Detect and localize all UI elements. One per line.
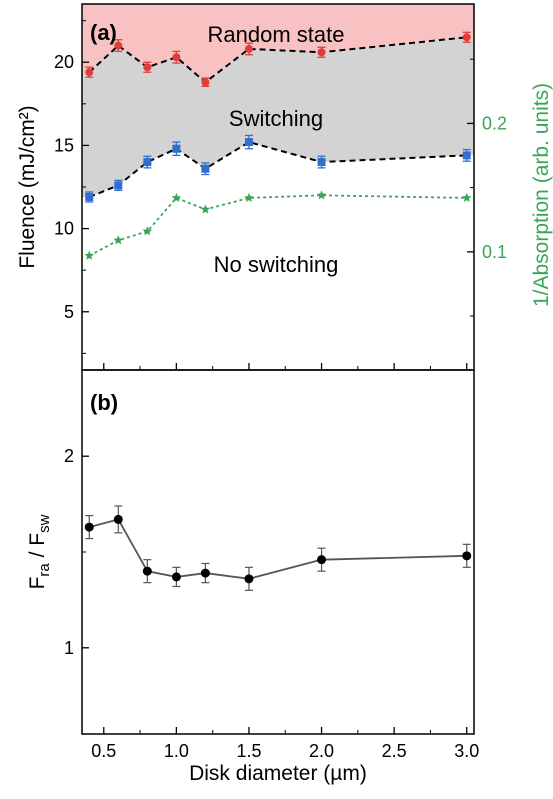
data-point-absorption — [244, 192, 254, 202]
y-axis-title-right: 1/Absorption (arb. units) — [530, 83, 553, 307]
series-line — [88, 194, 467, 257]
y-tick-label-left: 10 — [54, 219, 74, 239]
panel-a-ticks: 5 10 15 20 0.1 0.2 — [54, 20, 507, 370]
data-point-random — [143, 63, 152, 72]
switching-fill — [82, 37, 474, 197]
data-point-random — [201, 78, 210, 87]
data-point-absorption — [200, 204, 211, 214]
panel-a-series — [84, 31, 472, 260]
data-point-random — [462, 33, 471, 42]
x-tick-label: 3.0 — [454, 741, 479, 761]
data-point-switching — [85, 192, 94, 201]
panel-a: 5 10 15 20 0.1 0.2 (a) Random state Switching… — [16, 3, 553, 371]
panel-b-ticks: 1 2 0.5 1.0 1.5 2.0 2.5 3.0 — [64, 446, 479, 761]
data-point-random — [244, 44, 253, 53]
x-tick-label: 0.5 — [91, 741, 116, 761]
series-line — [88, 36, 467, 84]
panel-b-frame — [81, 369, 475, 735]
y-tick-label-right: 0.2 — [482, 113, 507, 133]
y-axis-title-ratio: Fra / Fsw — [26, 514, 53, 589]
data-point-absorption — [171, 192, 182, 202]
data-point-absorption — [461, 192, 472, 202]
data-point-switching — [172, 144, 181, 153]
panel-a-label: (a) — [90, 20, 117, 45]
data-point-ratio — [142, 566, 152, 576]
data-point-switching — [143, 158, 152, 167]
data-point-switching — [244, 138, 253, 147]
y-tick-label-ratio: 2 — [64, 446, 74, 466]
data-point-ratio — [244, 574, 254, 584]
panel-b: 1 2 0.5 1.0 1.5 2.0 2.5 3.0 (b) Fra / Fsw Disk … — [26, 369, 479, 785]
ratio-label-sub-sw: sw — [36, 514, 53, 533]
region-fills — [82, 4, 474, 197]
data-point-absorption — [316, 190, 327, 200]
data-point-random — [172, 53, 181, 62]
data-point-random — [317, 48, 326, 57]
x-tick-label: 1.0 — [164, 741, 189, 761]
data-point-random — [114, 41, 123, 50]
data-point-ratio — [200, 568, 210, 578]
data-point-switching — [114, 181, 123, 190]
data-point-ratio — [317, 555, 327, 565]
data-point-switching — [317, 158, 326, 167]
region-label-random: Random state — [208, 22, 345, 47]
ratio-label-sub-ra: ra — [36, 563, 53, 577]
ratio-label-slash-f: / F — [26, 533, 49, 563]
data-point-ratio — [113, 514, 123, 524]
x-tick-label: 2.5 — [382, 741, 407, 761]
y-tick-label-ratio: 1 — [64, 638, 74, 658]
data-point-absorption — [142, 226, 153, 236]
y-tick-label-left: 5 — [64, 302, 74, 322]
x-tick-label: 2.0 — [309, 741, 334, 761]
random-state-fill — [82, 4, 474, 83]
data-point-absorption — [113, 235, 124, 245]
panel-b-series — [84, 505, 472, 591]
ratio-label-f1: F — [26, 577, 49, 590]
y-axis-title-left: Fluence (mJ/cm²) — [16, 105, 39, 268]
data-point-switching — [201, 164, 210, 173]
panel-b-label: (b) — [90, 390, 118, 415]
series-line-ratio — [89, 518, 467, 580]
data-point-random — [85, 68, 94, 77]
x-axis-title: Disk diameter (µm) — [189, 762, 367, 785]
data-point-ratio — [462, 551, 472, 561]
data-point-ratio — [84, 522, 94, 532]
data-point-switching — [462, 151, 471, 160]
data-point-absorption — [84, 250, 95, 260]
y-tick-label-right: 0.1 — [482, 242, 507, 262]
x-tick-label: 1.5 — [236, 741, 261, 761]
region-label-no-switching: No switching — [214, 252, 339, 277]
y-tick-label-left: 20 — [54, 52, 74, 72]
y-tick-label-left: 15 — [54, 135, 74, 155]
data-point-ratio — [171, 572, 181, 582]
region-label-switching: Switching — [229, 106, 323, 131]
